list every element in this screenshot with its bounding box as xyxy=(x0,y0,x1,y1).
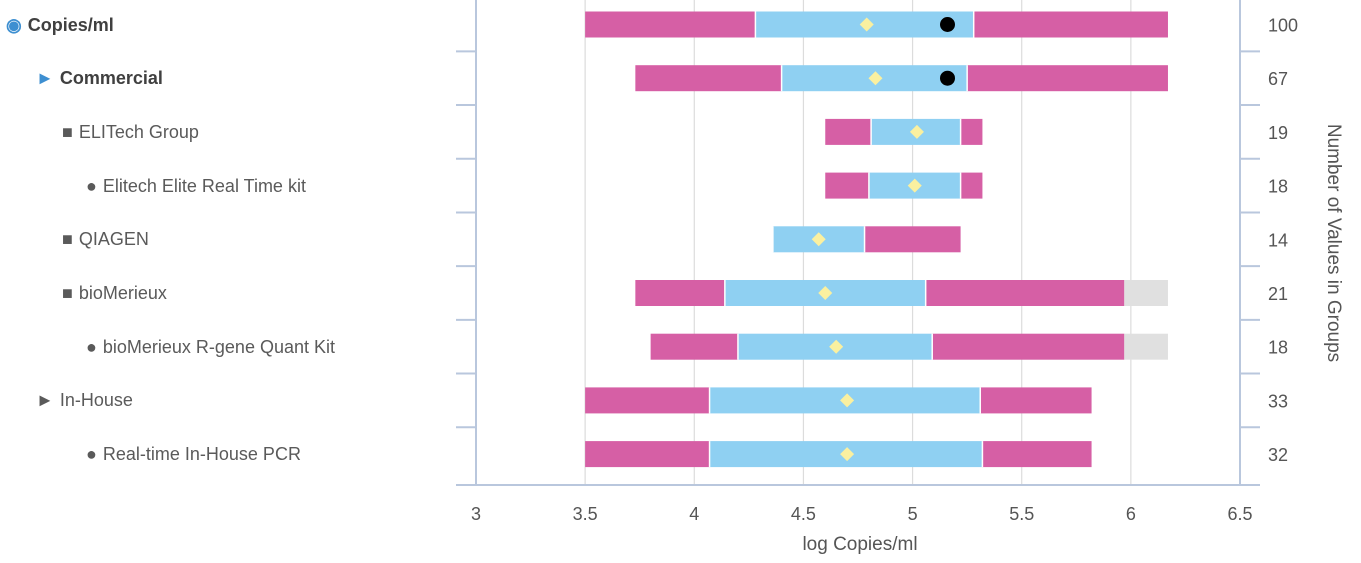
x-tick-label: 3.5 xyxy=(573,504,598,524)
mean-marker xyxy=(909,124,924,139)
row-symbol: ■ xyxy=(62,283,73,303)
outer-right-bar xyxy=(982,441,1092,468)
row-symbol: ■ xyxy=(62,121,73,142)
outer-right-bar xyxy=(980,387,1092,414)
outer-left-bar xyxy=(585,387,710,414)
outer-right-bar xyxy=(932,333,1125,360)
axes: 3 3.5 4 4.5 5 5.5 6 6.5 100 67 19 18 14 21 18 33 32 xyxy=(456,0,1298,524)
mean-marker xyxy=(829,339,844,354)
row-symbol: ► xyxy=(36,390,54,411)
group-count-label: 19 xyxy=(1268,123,1288,143)
group-count-label: 18 xyxy=(1268,338,1288,358)
group-count-label: 21 xyxy=(1268,284,1288,304)
row-symbol: ● xyxy=(86,175,97,196)
mean-marker xyxy=(840,447,855,462)
row-label: ► In-House xyxy=(36,388,133,412)
row-label-text: Elitech Elite Real Time kit xyxy=(102,175,306,196)
outer-left-bar xyxy=(825,172,869,199)
outer-left-bar xyxy=(635,65,782,92)
x-tick-label: 5 xyxy=(908,504,918,524)
mean-marker xyxy=(859,17,874,32)
mean-marker xyxy=(818,286,833,300)
row-label: ◉ Copies/ml xyxy=(6,13,114,37)
x-tick-label: 5.5 xyxy=(1009,504,1034,524)
reference-marker xyxy=(939,17,955,32)
outer-left-bar xyxy=(585,11,756,38)
row-label-text: Real-time In-House PCR xyxy=(102,444,301,465)
row-label-text: ELITech Group xyxy=(78,121,199,142)
outlier-bar xyxy=(1124,280,1168,306)
row-label-text: QIAGEN xyxy=(78,229,149,250)
mean-marker xyxy=(907,178,922,193)
group-count-label: 33 xyxy=(1268,391,1288,411)
row-label: ► Commercial xyxy=(36,66,163,90)
group-count-label: 32 xyxy=(1268,445,1288,465)
row-label-text: bioMerieux xyxy=(78,283,167,303)
row-label-text: bioMerieux R-gene Quant Kit xyxy=(102,336,335,357)
outer-right-bar xyxy=(864,226,961,253)
x-axis-title: log Copies/ml xyxy=(802,534,917,555)
row-label: ● Elitech Elite Real Time kit xyxy=(86,174,306,198)
row-symbol: ■ xyxy=(62,229,73,250)
row-symbol: ● xyxy=(86,336,97,357)
x-tick-label: 6 xyxy=(1126,504,1136,524)
row-symbol: ► xyxy=(36,68,54,89)
x-tick-label: 4.5 xyxy=(791,504,816,524)
outer-right-bar xyxy=(960,118,983,145)
outlier-bar xyxy=(1124,333,1168,360)
outer-left-bar xyxy=(650,333,738,360)
row-label: ■ ELITech Group xyxy=(62,120,199,144)
bars xyxy=(585,11,1168,468)
outer-right-bar xyxy=(973,11,1168,38)
outer-left-bar xyxy=(635,280,725,306)
row-labels: ◉ Copies/ml ► Commercial ■ ELITech Group ● Elit… xyxy=(0,0,460,490)
outer-left-bar xyxy=(825,118,872,145)
row-label-text: Copies/ml xyxy=(27,14,114,35)
row-label: ● bioMerieux R-gene Quant Kit xyxy=(86,335,335,359)
row-label: ■ QIAGEN xyxy=(62,227,149,251)
row-label: ■ bioMerieux xyxy=(62,281,167,305)
group-count-label: 18 xyxy=(1268,177,1288,197)
row-label-text: Commercial xyxy=(59,68,163,89)
row-symbol: ◉ xyxy=(6,14,22,35)
x-tick-label: 4 xyxy=(689,504,699,524)
reference-marker xyxy=(939,70,955,86)
outer-right-bar xyxy=(960,172,983,199)
row-symbol: ● xyxy=(86,444,97,465)
outer-left-bar xyxy=(585,441,710,468)
mean-marker xyxy=(811,232,826,247)
row-label-text: In-House xyxy=(59,390,133,411)
right-axis-title: Number of Values in Groups xyxy=(1323,124,1344,362)
group-count-label: 100 xyxy=(1268,16,1298,36)
x-tick-label: 3 xyxy=(471,504,481,524)
x-tick-label: 6.5 xyxy=(1227,504,1252,524)
group-count-label: 67 xyxy=(1268,69,1288,89)
outer-right-bar xyxy=(925,280,1125,306)
group-count-label: 14 xyxy=(1268,230,1288,250)
mean-marker xyxy=(868,71,883,86)
row-label: ● Real-time In-House PCR xyxy=(86,442,301,466)
outer-right-bar xyxy=(967,65,1168,92)
mean-marker xyxy=(840,393,855,408)
